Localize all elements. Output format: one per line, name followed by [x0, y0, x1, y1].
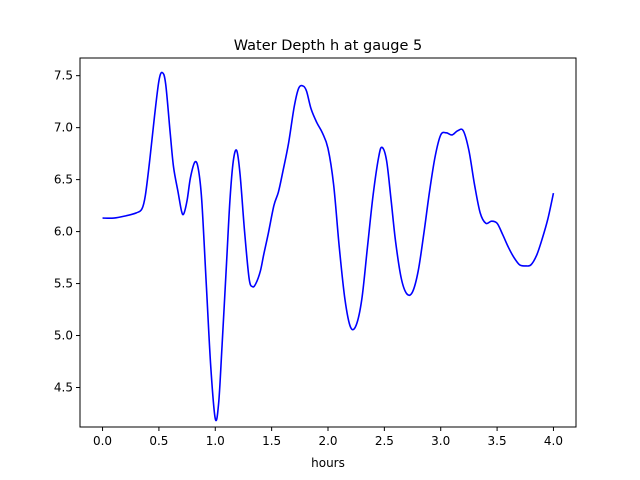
y-tick-label: 6.5: [54, 173, 73, 187]
y-tick-label: 4.5: [54, 381, 73, 395]
x-tick-label: 0.0: [93, 434, 112, 448]
chart-title: Water Depth h at gauge 5: [234, 38, 422, 54]
x-tick-label: 2.5: [375, 434, 394, 448]
plot-area: 0.0 0.5 1.0 1.5 2.0 2.5 3.0 3.5 4.0 4.5 5.0 5.5 6.0…: [54, 57, 577, 448]
x-axis: 0.0 0.5 1.0 1.5 2.0 2.5 3.0 3.5 4.0: [93, 427, 563, 448]
y-tick-label: 5.0: [54, 329, 73, 343]
x-tick-label: 0.5: [149, 434, 168, 448]
x-tick-label: 3.5: [488, 434, 507, 448]
x-tick-label: 1.5: [262, 434, 281, 448]
series-layer: [102, 71, 555, 422]
y-tick-label: 6.0: [54, 225, 73, 239]
y-tick-label: 7.0: [54, 121, 73, 135]
x-tick-label: 3.0: [431, 434, 450, 448]
x-tick-label: 2.0: [318, 434, 337, 448]
y-tick-label: 5.5: [54, 277, 73, 291]
water-depth-line: [102, 71, 555, 422]
y-tick-label: 7.5: [54, 69, 73, 83]
x-tick-label: 4.0: [544, 434, 563, 448]
x-tick-label: 1.0: [206, 434, 225, 448]
x-axis-label: hours: [311, 456, 345, 470]
y-axis: 4.5 5.0 5.5 6.0 6.5 7.0 7.5: [54, 69, 80, 395]
